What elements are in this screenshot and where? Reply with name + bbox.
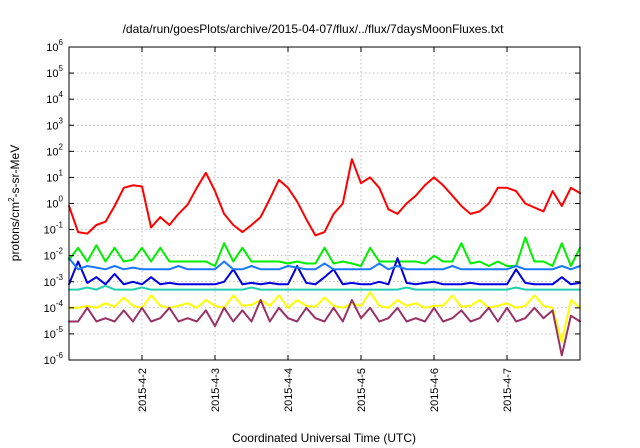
chart-title: /data/run/goesPlots/archive/2015-04-07/f… — [123, 22, 505, 36]
y-tick-label: 106 — [46, 38, 63, 54]
x-tick-label: 2015-4-5 — [356, 368, 368, 412]
x-axis-label: Coordinated Universal Time (UTC) — [232, 431, 416, 445]
y-axis-label: protons/cm2-s-sr-MeV — [7, 145, 22, 261]
y-tick-label: 10-6 — [44, 351, 64, 367]
x-tick-label: 2015-4-3 — [210, 368, 222, 412]
y-axis-label-rest: -s-sr-MeV — [8, 145, 22, 198]
y-tick-label: 10-1 — [44, 221, 64, 237]
series-layer — [68, 158, 581, 357]
series-line-4 — [68, 257, 581, 271]
series-line-6 — [68, 291, 581, 343]
x-tick-label: 2015-4-4 — [283, 368, 295, 412]
y-axis-label-main: protons/cm — [8, 202, 22, 261]
y-tick-label: 104 — [46, 90, 63, 106]
y-tick-label: 10-5 — [44, 325, 64, 341]
y-tick-label: 10-3 — [44, 273, 64, 289]
series-line-5 — [68, 284, 581, 291]
y-tick-label: 101 — [46, 168, 63, 184]
y-tick-label: 103 — [46, 116, 63, 132]
series-line-7 — [68, 299, 581, 357]
y-tick-label: 105 — [46, 64, 63, 80]
y-axis-label-sup: 2 — [7, 197, 16, 202]
x-tick-label: 2015-4-6 — [429, 368, 441, 412]
y-tick-label: 10-4 — [44, 299, 64, 315]
x-axis: 2015-4-2 2015-4-3 2015-4-4 2015-4-5 2015-4-6… — [137, 47, 514, 412]
y-axis: 10-6 10-5 10-4 10-3 10-2 10-1 100 101 102 103 104 1… — [44, 38, 580, 367]
y-tick-label: 10-2 — [44, 247, 64, 263]
x-tick-label: 2015-4-2 — [137, 368, 149, 412]
series-line-1 — [68, 158, 581, 237]
series-line-2 — [68, 236, 581, 267]
series-line-3 — [68, 257, 581, 286]
x-tick-label: 2015-4-7 — [502, 368, 514, 412]
y-tick-label: 100 — [46, 195, 63, 211]
y-tick-label: 102 — [46, 142, 63, 158]
